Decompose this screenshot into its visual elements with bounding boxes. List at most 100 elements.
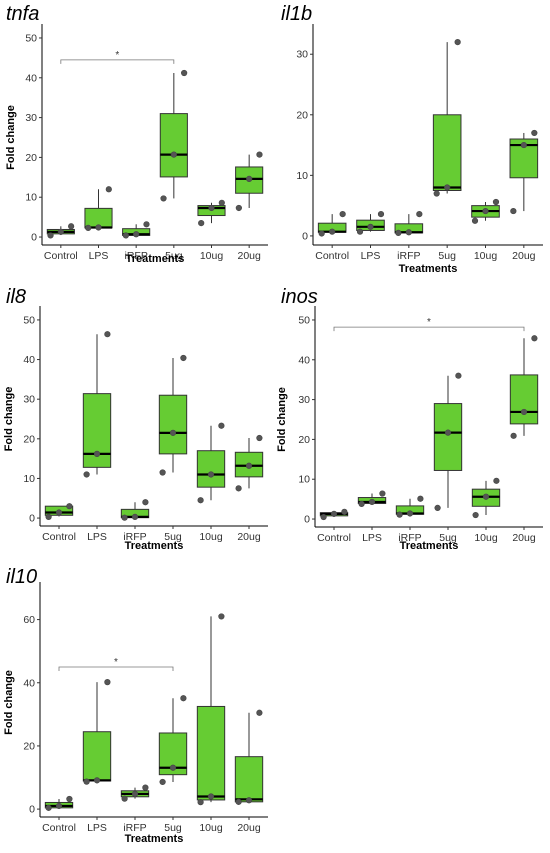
data-point (159, 778, 166, 786)
y-tick-label: 10 (296, 170, 308, 182)
chart-title: inos (281, 286, 318, 308)
y-tick-label: 0 (31, 232, 37, 244)
il10-svg: il10 0 20 40 60 Control LPS iRFP 5ug 10ug 20ug Trea… (3, 566, 268, 845)
x-tick-label: LPS (87, 531, 107, 543)
il8-chart-panel: il8 0 10 20 30 40 50 Control LPS iRFP 5ug 10ug 20ug T… (0, 285, 275, 560)
data-point (455, 372, 462, 379)
box-iqr (234, 451, 264, 478)
data-point (256, 151, 263, 158)
data-point (105, 186, 112, 193)
box-iqr (234, 756, 264, 803)
y-tick-label: 50 (298, 314, 310, 326)
y-axis-label: Fold change (3, 670, 15, 735)
box-5ug (159, 73, 188, 199)
y-tick-label: 30 (296, 49, 308, 61)
x-axis-label: Treatments (400, 540, 459, 552)
data-point (318, 230, 325, 237)
y-tick-label: 0 (304, 514, 310, 526)
box-LPS (82, 682, 112, 782)
data-point (256, 434, 263, 442)
y-tick-label: 50 (25, 32, 37, 44)
data-point (104, 331, 111, 338)
y-tick-label: 0 (29, 804, 35, 816)
data-point (57, 228, 64, 235)
data-point (520, 141, 527, 149)
tnfa-svg: tnfa 0 10 20 30 40 50 Control LPS iRFP 5ug 10ug 20ug… (5, 3, 268, 265)
significance-label: * (427, 317, 431, 328)
box-iqr (432, 114, 462, 191)
y-tick-label: 50 (23, 314, 35, 326)
data-point (218, 199, 225, 206)
box-iqr (159, 113, 188, 178)
x-tick-label: 20ug (512, 532, 536, 544)
significance-bracket (58, 666, 174, 671)
data-point (493, 477, 500, 484)
x-tick-label: 5ug (164, 822, 182, 834)
x-tick-label: iRFP (398, 532, 421, 544)
data-point (367, 223, 374, 230)
inos-svg: inos 0 10 20 30 40 50 Control LPS iRFP 5ug 10ug 20ug… (276, 286, 543, 552)
data-point (83, 471, 90, 478)
x-tick-label: Control (315, 250, 349, 262)
il1b-svg: il1b 0 10 20 30 Control LPS iRFP 5ug 10ug 20ug Trea… (281, 3, 543, 275)
box-5ug (158, 357, 188, 473)
data-point (433, 190, 440, 197)
box-20ug (234, 712, 264, 803)
x-tick-label: LPS (362, 532, 382, 544)
data-point (406, 510, 414, 517)
data-point (160, 195, 167, 202)
chart-title: il1b (281, 3, 312, 25)
x-tick-label: Control (44, 250, 78, 262)
data-point (531, 335, 538, 342)
box-iqr (509, 374, 539, 425)
y-axis-label: Fold change (5, 105, 17, 170)
x-tick-label: Control (317, 532, 351, 544)
box-iqr (196, 450, 226, 488)
box-10ug (196, 616, 226, 803)
data-point (142, 499, 149, 506)
x-axis-label: Treatments (125, 540, 184, 552)
y-tick-label: 30 (23, 394, 35, 406)
data-point (197, 799, 204, 806)
data-point (444, 429, 452, 436)
y-tick-label: 40 (25, 72, 37, 84)
data-point (358, 500, 365, 508)
x-tick-label: 20ug (237, 822, 261, 834)
x-tick-label: 5ug (164, 531, 182, 543)
data-point (330, 510, 338, 517)
data-point (434, 504, 441, 511)
data-point (531, 129, 538, 137)
data-point (181, 69, 188, 77)
data-point (66, 503, 73, 510)
data-point (45, 804, 52, 811)
box-iqr (433, 403, 463, 471)
significance-bracket (60, 59, 175, 64)
x-tick-label: LPS (361, 250, 381, 262)
data-point (482, 493, 490, 500)
x-tick-label: 20ug (237, 531, 261, 543)
data-point (55, 802, 63, 810)
data-point (85, 224, 92, 231)
y-tick-label: 30 (298, 394, 310, 406)
data-point (395, 229, 402, 236)
data-point (245, 797, 253, 804)
y-tick-label: 40 (23, 677, 35, 689)
y-tick-label: 60 (23, 614, 35, 626)
x-tick-label: LPS (87, 822, 107, 834)
data-point (121, 795, 128, 802)
tnfa-chart-panel: tnfa 0 10 20 30 40 50 Control LPS iRFP 5ug 10ug 20ug… (0, 0, 275, 275)
x-tick-label: iRFP (123, 531, 146, 543)
data-point (159, 469, 166, 476)
data-point (246, 175, 253, 183)
x-tick-label: 20ug (237, 250, 261, 262)
data-point (235, 204, 242, 212)
box-5ug (433, 375, 463, 508)
data-point (170, 151, 177, 158)
data-point (416, 211, 423, 218)
data-point (377, 211, 385, 218)
box-20ug (509, 338, 539, 436)
x-tick-label: 10ug (474, 250, 498, 262)
data-point (45, 513, 52, 520)
data-point (444, 184, 451, 191)
x-axis-label: Treatments (399, 263, 458, 275)
